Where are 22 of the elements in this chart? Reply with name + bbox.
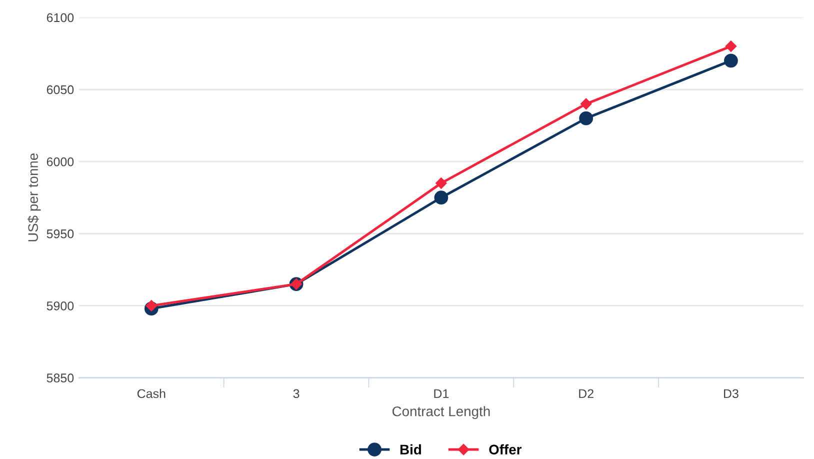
y-tick-label: 6100 <box>46 13 74 22</box>
point <box>725 40 737 52</box>
x-axis-title: Contract Length <box>392 406 490 420</box>
x-tick-label: 3 <box>293 389 300 398</box>
y-tick-label: 5950 <box>46 229 74 238</box>
y-tick-label: 6050 <box>46 85 74 94</box>
point <box>434 190 448 205</box>
y-tick-label: 5850 <box>46 374 74 382</box>
x-tick-label: D2 <box>579 389 594 398</box>
point <box>579 111 594 126</box>
x-tick-label: D1 <box>434 389 449 398</box>
x-tick-label: Cash <box>137 388 166 398</box>
legend-label: Bid <box>400 444 421 455</box>
y-axis-title: US$ per tonne <box>28 153 41 242</box>
point <box>146 300 158 312</box>
legend-label: Offer <box>489 444 522 455</box>
point <box>436 178 447 189</box>
point <box>580 98 592 110</box>
y-tick-label: 6000 <box>46 157 74 166</box>
x-tick-label: D3 <box>724 389 738 398</box>
point <box>724 54 738 68</box>
y-tick-label: 5900 <box>46 301 74 310</box>
